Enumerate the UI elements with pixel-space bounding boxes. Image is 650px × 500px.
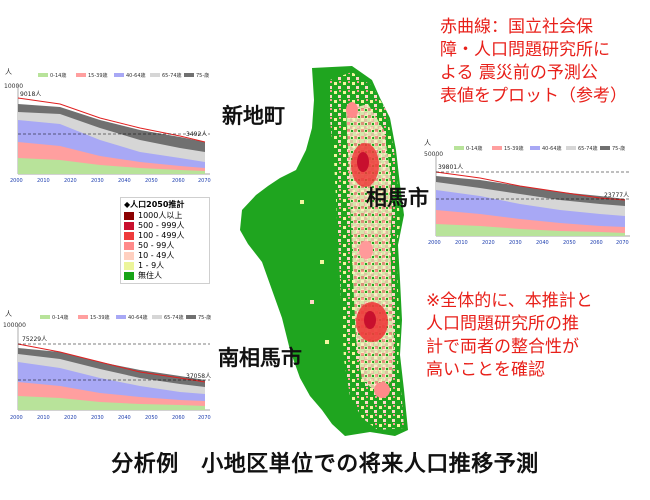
svg-text:2060: 2060 [172, 178, 185, 184]
svg-text:2060: 2060 [590, 240, 603, 246]
svg-text:15-39歳: 15-39歳 [90, 314, 110, 321]
svg-text:0-14歳: 0-14歳 [466, 145, 482, 152]
chart-unit: 人 [5, 310, 12, 318]
chart-unit: 人 [424, 139, 431, 147]
svg-text:2030: 2030 [91, 178, 104, 184]
map-cluster-soma-core [357, 152, 369, 172]
svg-text:75-歳: 75-歳 [196, 72, 209, 79]
legend-item: 50 - 99人 [124, 241, 206, 251]
svg-text:2010: 2010 [455, 240, 468, 246]
legend-item: 10 - 49人 [124, 251, 206, 261]
chart-minamisoma-svg: 人 100000 0-14歳 15-39歳 40-64歳 65-74歳 75-歳… [3, 310, 211, 421]
svg-text:2020: 2020 [482, 240, 495, 246]
legend-title: ◆人口2050推計 [124, 200, 185, 209]
chart-minamisoma: 人 100000 0-14歳 15-39歳 40-64歳 65-74歳 75-歳… [0, 306, 215, 424]
svg-text:65-74歳: 65-74歳 [162, 72, 182, 79]
chart-ymax: 100000 [3, 322, 26, 329]
chart-start-value: 39801人 [438, 164, 463, 171]
chart-x-ticks: 2000 2010 2020 2030 2040 2050 2060 2070 [10, 178, 211, 184]
map-cluster-haramachi [374, 382, 390, 398]
svg-text:40-64歳: 40-64歳 [542, 145, 562, 152]
svg-text:2000: 2000 [10, 178, 23, 184]
svg-text:15-39歳: 15-39歳 [88, 72, 108, 79]
svg-text:65-74歳: 65-74歳 [578, 145, 598, 152]
svg-text:2000: 2000 [10, 415, 23, 421]
chart-legend: 0-14歳 15-39歳 40-64歳 65-74歳 75-歳 [454, 145, 625, 152]
population-legend: ◆人口2050推計 1000人以上 500 - 999人 100 - 499人 … [120, 197, 210, 284]
svg-text:2070: 2070 [198, 178, 211, 184]
legend-item: 100 - 499人 [124, 231, 206, 241]
map-cluster-mid [359, 241, 373, 259]
svg-text:2020: 2020 [64, 178, 77, 184]
note-red-line: 赤曲線：国立社会保 障・人口問題研究所に よる 震災前の予測公 表値をプロット（… [440, 17, 627, 106]
svg-text:0-14歳: 0-14歳 [50, 72, 66, 79]
svg-text:40-64歳: 40-64歳 [128, 314, 148, 321]
svg-text:75-歳: 75-歳 [198, 314, 211, 321]
svg-text:2040: 2040 [536, 240, 549, 246]
svg-text:2000: 2000 [428, 240, 441, 246]
chart-x-ticks: 2000 2010 2020 2030 2040 2050 2060 2070 [10, 415, 211, 421]
svg-text:75-歳: 75-歳 [612, 145, 625, 152]
chart-soma: 人 50000 0-14歳 15-39歳 40-64歳 65-74歳 75-歳 … [420, 136, 635, 248]
map-cluster-minamisoma-core [364, 311, 376, 329]
svg-text:2020: 2020 [64, 415, 77, 421]
caption: 分析例 小地区単位での将来人口推移予測 [111, 452, 539, 477]
legend-item: 1000人以上 [124, 211, 206, 221]
label-minamisoma: 南相馬市 [218, 346, 302, 370]
label-shinchi: 新地町 [222, 104, 285, 128]
chart-shinchi-svg: 人 10000 0-14歳 15-39歳 40-64歳 65-74歳 75-歳 … [4, 68, 211, 184]
chart-x-ticks: 2000 2010 2020 2030 2040 2050 2060 2070 [428, 240, 629, 246]
chart-ymax: 50000 [424, 151, 443, 158]
chart-shinchi: 人 10000 0-14歳 15-39歳 40-64歳 65-74歳 75-歳 … [0, 62, 215, 187]
svg-text:15-39歳: 15-39歳 [504, 145, 524, 152]
svg-text:2040: 2040 [118, 415, 131, 421]
svg-text:0-14歳: 0-14歳 [52, 314, 68, 321]
svg-text:2030: 2030 [509, 240, 522, 246]
chart-legend: 0-14歳 15-39歳 40-64歳 65-74歳 75-歳 [38, 72, 209, 79]
svg-text:2010: 2010 [37, 415, 50, 421]
map-cluster-north [346, 102, 358, 118]
svg-text:2060: 2060 [172, 415, 185, 421]
svg-text:2050: 2050 [145, 415, 158, 421]
label-soma: 相馬市 [366, 186, 429, 210]
chart-ymax: 10000 [4, 83, 23, 90]
chart-end-value: 37058人 [186, 373, 211, 380]
svg-text:65-74歳: 65-74歳 [164, 314, 184, 321]
svg-text:2030: 2030 [91, 415, 104, 421]
svg-text:2010: 2010 [37, 178, 50, 184]
legend-item: 無住人 [124, 271, 206, 281]
chart-unit: 人 [5, 68, 12, 76]
chart-soma-svg: 人 50000 0-14歳 15-39歳 40-64歳 65-74歳 75-歳 … [424, 139, 630, 246]
note-conclusion: ※全体的に、本推計と 人口問題研究所の推 計で両者の整合性が 高いことを確認 [426, 291, 593, 380]
chart-end-value: 23777人 [604, 192, 629, 199]
legend-item: 500 - 999人 [124, 221, 206, 231]
chart-legend: 0-14歳 15-39歳 40-64歳 65-74歳 75-歳 [40, 314, 211, 321]
svg-text:2050: 2050 [563, 240, 576, 246]
chart-end-value: 3492人 [186, 131, 207, 138]
svg-text:2040: 2040 [118, 178, 131, 184]
svg-text:2070: 2070 [616, 240, 629, 246]
svg-text:40-64歳: 40-64歳 [126, 72, 146, 79]
legend-item: 1 - 9人 [124, 261, 206, 271]
chart-start-value: 75229人 [22, 336, 47, 343]
chart-start-value: 9018人 [20, 91, 41, 98]
svg-text:2070: 2070 [198, 415, 211, 421]
svg-text:2050: 2050 [145, 178, 158, 184]
